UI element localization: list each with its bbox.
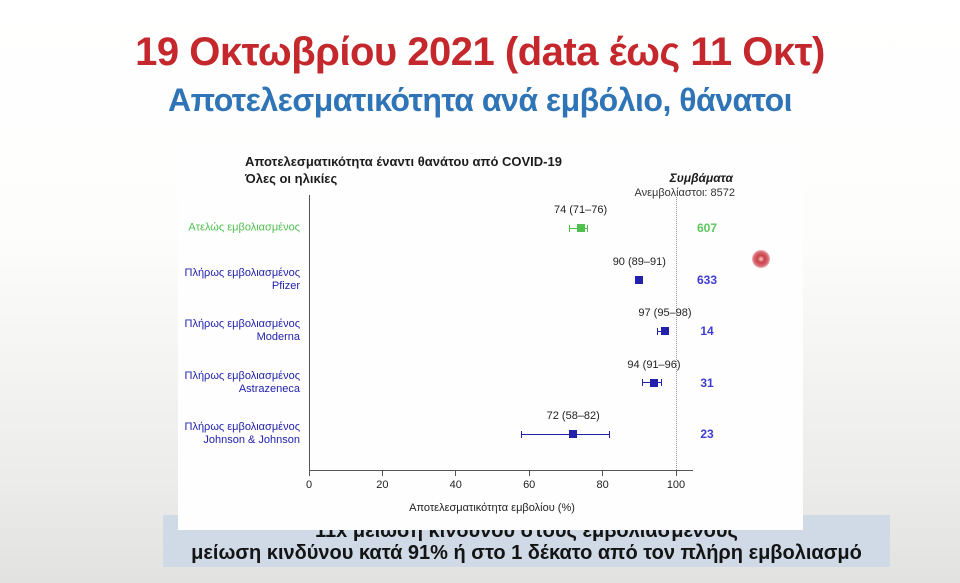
- x-axis-label: Αποτελεσματικότητα εμβολίου (%): [409, 502, 575, 514]
- forest-row-label-line: Ατελώς εμβολιασμένος: [188, 221, 300, 234]
- events-count: 31: [700, 375, 714, 390]
- point-estimate-label: 90 (89–91): [612, 255, 666, 268]
- x-tick: [455, 470, 457, 476]
- forest-row-label-line: Πλήρως εμβολιασμένος: [184, 369, 301, 382]
- page-title: 19 Οκτωβρίου 2021 (data έως 11 Οκτ): [135, 30, 825, 74]
- chart-title-line: Αποτελεσματικότητα έναντι θανάτου από CO…: [245, 154, 562, 169]
- events-count: 633: [696, 272, 718, 287]
- events-count: 23: [700, 427, 714, 441]
- forest-row-label-line: Πλήρως εμβολιασμένος: [184, 266, 301, 279]
- chart-panel: Αποτελεσματικότητα έναντι θανάτου από CO…: [178, 140, 803, 530]
- x-tick: [528, 470, 530, 476]
- x-tick: [602, 470, 604, 476]
- x-tick-label: 40: [449, 479, 462, 491]
- x-tick-label: 100: [666, 479, 686, 491]
- laser-pointer-dot: [752, 250, 770, 268]
- page-subtitle: Αποτελεσματικότητα ανά εμβόλιο, θάνατοι: [167, 82, 793, 118]
- ci-cap-low: [642, 379, 644, 386]
- point-estimate-label: 74 (71–76): [553, 204, 608, 216]
- events-count: 14: [700, 324, 714, 338]
- unvaccinated-events-note: Ανεμβολίαστοι: 8572: [634, 187, 735, 199]
- ci-marker: [660, 327, 669, 335]
- x-tick: [308, 470, 310, 476]
- ci-bar: [521, 433, 610, 435]
- x-axis-line: [309, 470, 693, 471]
- forest-row-label: Πλήρως εμβολιασμένος Johnson & Johnson: [138, 421, 301, 447]
- forest-row-label: Πλήρως εμβολιασμένος Astrazeneca: [138, 369, 301, 396]
- ci-cap-low: [521, 430, 523, 438]
- ci-cap-high: [660, 379, 662, 386]
- x-tick-label: 0: [305, 479, 313, 491]
- forest-row-label-line: Johnson & Johnson: [203, 434, 300, 446]
- footer-line-2: μείωση κινδύνου κατά 91% ή στο 1 δέκατο …: [191, 542, 862, 564]
- point-estimate-label: 72 (58–82): [546, 410, 600, 422]
- forest-row-label: Πλήρως εμβολιασμένος Moderna: [138, 318, 301, 344]
- plot-area: Αποτελεσματικότητα εμβολίου (%) 0 20 40 60 8…: [178, 140, 803, 530]
- x-tick-label: 80: [596, 479, 609, 491]
- forest-row-label-line: Πλήρως εμβολιασμένος: [184, 318, 301, 330]
- forest-row-label-line: Astrazeneca: [238, 382, 300, 395]
- ci-marker: [635, 275, 644, 284]
- chart-subtitle-line: Όλες οι ηλικίες: [245, 171, 338, 186]
- forest-row-label-line: Moderna: [256, 331, 300, 343]
- ci-marker: [649, 378, 658, 387]
- reference-line-100: [676, 197, 677, 470]
- ci-marker: [576, 224, 585, 232]
- ci-cap-high: [609, 430, 611, 438]
- ci-cap-low: [569, 224, 571, 232]
- x-tick-label: 60: [523, 479, 536, 491]
- x-tick: [381, 470, 383, 476]
- forest-row-label-line: Πλήρως εμβολιασμένος: [184, 421, 301, 433]
- events-column-header: Συμβάματα: [669, 171, 733, 185]
- chart-title: Αποτελεσματικότητα έναντι θανάτου από CO…: [245, 153, 562, 187]
- ci-cap-low: [657, 327, 659, 335]
- forest-row-label: Πλήρως εμβολιασμένος Pfizer: [138, 266, 301, 293]
- forest-row-label-line: Pfizer: [271, 279, 300, 292]
- point-estimate-label: 97 (95–98): [638, 307, 692, 319]
- events-count: 607: [696, 221, 718, 235]
- point-estimate-label: 94 (91–96): [627, 358, 681, 371]
- forest-row-label: Ατελώς εμβολιασμένος: [138, 222, 300, 235]
- ci-cap-high: [587, 224, 589, 232]
- x-tick: [675, 470, 677, 476]
- y-axis-line: [309, 195, 310, 470]
- ci-marker: [569, 430, 578, 438]
- x-tick-label: 20: [376, 479, 389, 491]
